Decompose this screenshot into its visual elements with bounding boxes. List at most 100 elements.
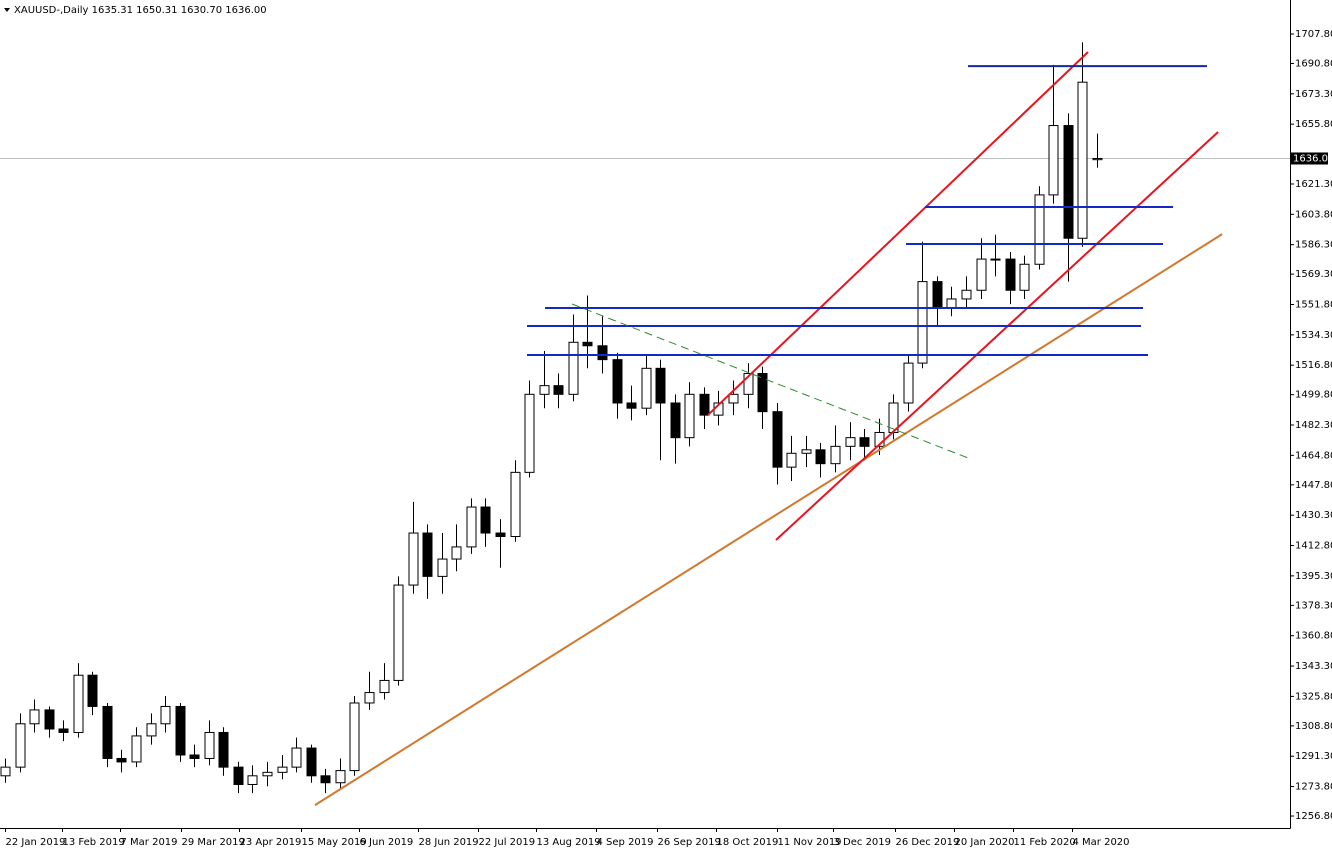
candle-body — [626, 402, 637, 409]
chart-title: XAUUSD-,Daily 1635.31 1650.31 1630.70 16… — [14, 5, 267, 16]
y-tick-label: 1273.80 — [1295, 782, 1332, 793]
x-tick-label: 4 Mar 2020 — [1073, 837, 1130, 848]
trend-line — [775, 131, 1219, 541]
candle-body — [160, 705, 171, 725]
y-tick-label: 1569.30 — [1295, 269, 1332, 280]
x-tick-label: 11 Feb 2020 — [1014, 837, 1076, 848]
candle-body — [480, 506, 491, 534]
candle-body — [670, 402, 681, 439]
candle-body — [830, 445, 841, 465]
y-tick-label: 1412.80 — [1295, 541, 1332, 552]
candle-body — [349, 702, 360, 772]
candle-body — [204, 731, 215, 759]
candle-body — [175, 705, 186, 756]
candle-body — [335, 770, 346, 784]
candle-body — [233, 766, 244, 785]
y-tick-label: 1291.30 — [1295, 751, 1332, 762]
candle-body — [1092, 157, 1103, 161]
candle-body — [277, 766, 288, 773]
candle-body — [1005, 258, 1016, 291]
candle-body — [437, 558, 448, 577]
candle-body — [466, 506, 477, 548]
x-tick-label: 23 Apr 2019 — [240, 837, 302, 848]
y-tick-label: 1308.80 — [1295, 721, 1332, 732]
candle-body — [1063, 125, 1074, 239]
y-tick-label: 1655.80 — [1295, 119, 1332, 130]
candle-body — [44, 709, 55, 730]
x-tick-label: 4 Sep 2019 — [597, 837, 654, 848]
candle-body — [29, 709, 40, 725]
candle-body — [218, 731, 229, 768]
x-tick-label: 18 Oct 2019 — [717, 837, 779, 848]
candle-body — [976, 258, 987, 291]
y-tick-label: 1378.30 — [1295, 600, 1332, 611]
y-tick-label: 1690.80 — [1295, 58, 1332, 69]
candle-body — [699, 393, 710, 416]
candle-body — [262, 771, 273, 777]
y-tick-label: 1482.30 — [1295, 420, 1332, 431]
y-tick-label: 1534.30 — [1295, 330, 1332, 341]
candle-body — [772, 411, 783, 468]
x-tick-label: 22 Jan 2019 — [6, 837, 66, 848]
candle-body — [612, 359, 623, 404]
candle-body — [961, 289, 972, 300]
candle-body — [0, 766, 11, 777]
candle-body — [655, 367, 666, 404]
y-tick-label: 1325.80 — [1295, 691, 1332, 702]
candle-body — [801, 449, 812, 454]
symbol-menu-icon — [4, 8, 10, 12]
y-tick-label: 1395.30 — [1295, 571, 1332, 582]
candle-body — [786, 452, 797, 468]
candle-body — [291, 747, 302, 768]
x-tick-label: 6 Jun 2019 — [360, 837, 414, 848]
candle-body — [903, 362, 914, 404]
candle-body — [131, 735, 142, 763]
candle-body — [1048, 125, 1059, 196]
candle-body — [845, 437, 856, 447]
candle-body — [495, 532, 506, 538]
x-tick-label: 29 Mar 2019 — [182, 837, 245, 848]
x-tick-label: 13 Aug 2019 — [537, 837, 601, 848]
candle-body — [58, 728, 69, 733]
candle-body — [539, 385, 550, 395]
candle-body — [87, 674, 98, 707]
candle-body — [451, 546, 462, 560]
candle-body — [146, 723, 157, 737]
candle-body — [422, 532, 433, 577]
candle-body — [582, 341, 593, 347]
candle-body — [510, 471, 521, 538]
x-tick-label: 11 Nov 2019 — [778, 837, 842, 848]
candle-body — [524, 393, 535, 473]
x-tick-label: 7 Mar 2019 — [121, 837, 178, 848]
candle-body — [393, 584, 404, 681]
candle-body — [379, 679, 390, 694]
y-tick-label: 1430.30 — [1295, 510, 1332, 521]
x-tick-label: 15 May 2019 — [302, 837, 367, 848]
x-tick-label: 22 Jul 2019 — [479, 837, 536, 848]
last-price-box — [1290, 152, 1328, 165]
y-tick-label: 1256.80 — [1295, 811, 1332, 822]
candle-body — [641, 367, 652, 409]
y-tick-label: 1499.80 — [1295, 390, 1332, 401]
candle-body — [597, 345, 608, 361]
candle-body — [247, 775, 258, 785]
candle-body — [15, 723, 26, 768]
candle-body — [757, 373, 768, 413]
trend-line — [571, 303, 969, 459]
y-tick-label: 1343.30 — [1295, 661, 1332, 672]
x-tick-label: 26 Sep 2019 — [658, 837, 721, 848]
candle-body — [728, 393, 739, 404]
candle-body — [568, 341, 579, 395]
candle-body — [189, 754, 200, 759]
x-tick-label: 3 Dec 2019 — [834, 837, 892, 848]
candle-body — [408, 532, 419, 586]
y-tick-label: 1516.80 — [1295, 360, 1332, 371]
candle-body — [364, 692, 375, 704]
candle-body — [73, 674, 84, 733]
candle-body — [306, 747, 317, 777]
candle-body — [990, 258, 1001, 261]
y-tick-label: 1621.30 — [1295, 179, 1332, 190]
y-tick-label: 1447.80 — [1295, 480, 1332, 491]
x-tick-label: 20 Jan 2020 — [955, 837, 1015, 848]
